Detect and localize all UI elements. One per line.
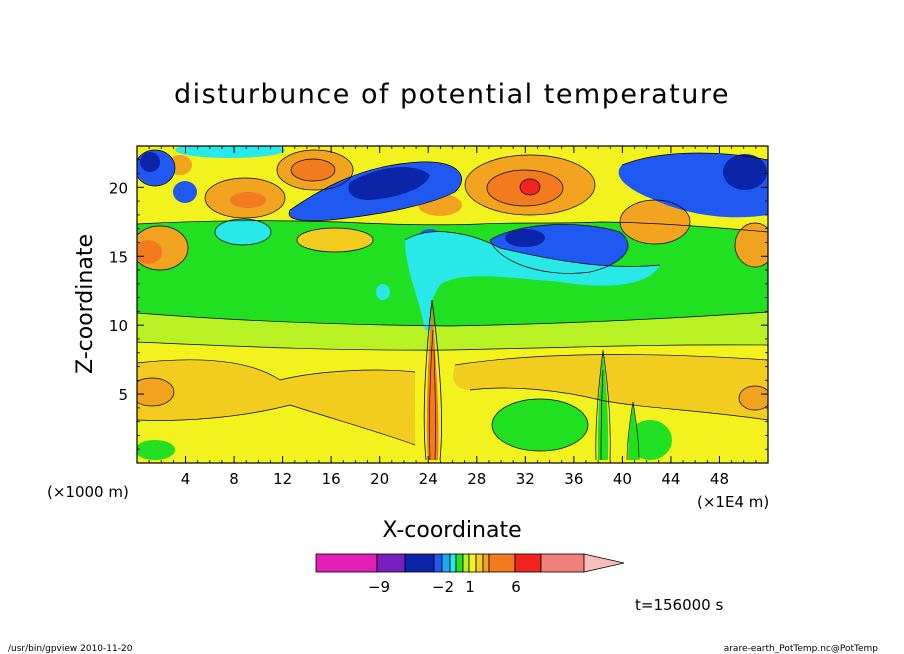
plume-x38 [597,352,609,460]
colorbar-segment [514,553,542,573]
layer-light-yellow [137,312,768,351]
x-tick-label: 28 [467,470,486,488]
colorbar-segment [433,553,443,573]
colorbar-tick-label: −9 [368,578,390,596]
plume-x38-outline [595,349,611,461]
cyan-region-2 [215,219,271,245]
blob-lower-left [137,378,174,406]
cyan-region-4 [175,146,285,158]
colorbar-segment [462,553,470,573]
plume-x24-inner [429,329,436,461]
colorbar-segment [540,553,585,573]
colorbar-tick-label: 6 [511,578,521,596]
cold-cell-4-core [505,229,545,247]
x-tick-label: 24 [419,470,438,488]
x-tick-label: 36 [564,470,583,488]
footer-right: arare-earth_PotTemp.nc@PotTemp [724,644,879,654]
colorbar-tick-label: −2 [432,578,454,596]
x-unit-left: (×1000 m) [47,483,129,501]
x-tick-label: 44 [661,470,680,488]
colorbar [315,553,625,573]
y-axis: 5 10 15 20 [109,145,768,450]
cold-cell-5-core [723,154,767,190]
x-unit-right: (×1E4 m) [697,493,769,511]
y-axis-label: Z-coordinate [73,234,98,374]
warm-cell-6-core [137,240,162,264]
cold-cell-1-core [348,166,430,200]
colorbar-segment [488,553,516,573]
cold-cell-2-core [140,152,160,172]
colorbar-segment [475,553,484,573]
warm-cell-1-core [291,159,335,181]
colorbar-segment [468,553,477,573]
cyan-region-1 [405,231,660,330]
layer-orange-low-2 [453,354,768,420]
colorbar-segment [315,553,378,573]
plume-x40-outline [626,401,640,461]
colorbar-segment [449,553,457,573]
x-tick-label: 20 [370,470,389,488]
blob-green-lower [492,399,588,451]
x-tick-label: 8 [229,470,239,488]
colorbar-tick-label: 1 [465,578,475,596]
x-tick-label: 48 [710,470,729,488]
x-tick-label: 4 [181,470,191,488]
y-tick-label: 20 [109,179,128,197]
warm-cell-7 [735,223,768,267]
contour-lines [137,149,768,452]
cyan-region-3 [376,284,390,300]
blob-green-lower-3 [137,440,175,460]
time-label: t=156000 s [635,596,723,614]
y-tick-label: 5 [118,386,128,404]
cold-cell-3 [173,181,197,203]
colorbar-segment [376,553,406,573]
colorbar-tick-labels: −9 −2 1 6 [368,578,521,596]
x-tick-label: 16 [322,470,341,488]
layer-orange-low [137,359,415,445]
warm-cell-8 [297,228,373,252]
x-axis-label: X-coordinate [382,518,521,543]
colorbar-segment [482,553,490,573]
warm-max [520,179,540,195]
colorbar-arrow [583,553,625,573]
colorbar-segment [441,553,451,573]
y-tick-label: 10 [109,317,128,335]
footer-left: /usr/bin/gpview 2010-11-20 [8,644,133,654]
plot-area [137,146,768,463]
plume-x40 [628,402,638,460]
colorbar-segment [455,553,464,573]
warm-cell-2-core [230,192,266,208]
x-axis: 4 8 12 16 20 24 28 32 36 40 44 48 [148,146,757,488]
plume-x24-outline [423,299,442,461]
y-tick-label: 15 [109,248,128,266]
x-tick-label: 32 [516,470,535,488]
x-tick-label: 40 [613,470,632,488]
chart-title: disturbunce of potential temperature [174,79,730,110]
warm-cell-5 [620,200,690,244]
x-tick-label: 12 [273,470,292,488]
colorbar-segment [404,553,435,573]
blob-lower-right [739,386,768,410]
